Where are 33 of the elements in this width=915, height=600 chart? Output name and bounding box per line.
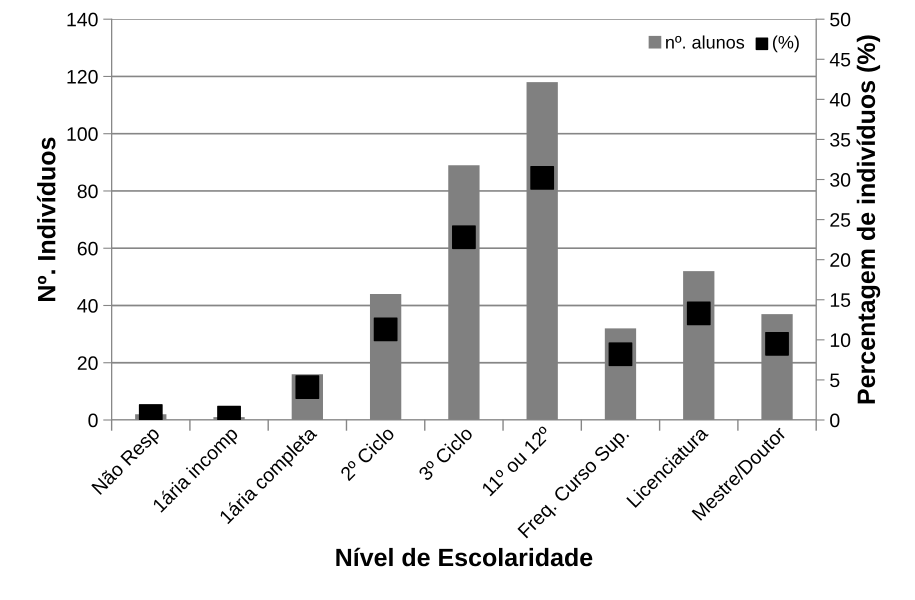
- y-tick-label: 80: [78, 184, 98, 198]
- y2-tick-label: 30: [830, 172, 850, 187]
- y-tick-label: 20: [78, 356, 98, 370]
- y2-tick-label: 50: [830, 12, 850, 26]
- y-tick-label: 100: [67, 127, 98, 141]
- y2-tick-label: 0: [830, 413, 840, 428]
- y-tick-label: 0: [88, 413, 98, 428]
- point: [452, 225, 476, 250]
- y-tick-label: 40: [77, 298, 98, 313]
- y-tick-label: 120: [67, 70, 98, 84]
- y2-tick-label: 25: [830, 213, 850, 227]
- x-tick-label: 3º Ciclo: [417, 425, 474, 482]
- x-tick-label: 11º ou 12º: [481, 425, 552, 496]
- legend-label: nº. alunos: [666, 35, 744, 49]
- y2-tick-label: 40: [830, 92, 850, 107]
- point: [608, 342, 632, 366]
- y2-tick-label: 5: [830, 374, 840, 388]
- y2-tick-label: 10: [830, 333, 850, 348]
- y-tick-label: 60: [78, 242, 98, 256]
- point: [530, 166, 554, 190]
- y2-tick-label: 35: [830, 132, 850, 147]
- y2-tick-label: 20: [830, 253, 850, 267]
- y2-tick-label: 45: [830, 52, 850, 67]
- y-axis-title: Nº. Indivíduos: [36, 138, 56, 301]
- legend-label: (%): [772, 35, 799, 52]
- point: [374, 318, 398, 342]
- x-axis-title: Nível de Escolaridade: [336, 548, 592, 566]
- y-tick-label: 140: [67, 12, 98, 26]
- x-tick-label: 2º Ciclo: [339, 425, 396, 482]
- y2-axis-title: Percentagem de indivíduos (%): [856, 35, 880, 404]
- point: [765, 332, 789, 356]
- point: [686, 301, 711, 326]
- y2-tick-label: 15: [830, 293, 850, 307]
